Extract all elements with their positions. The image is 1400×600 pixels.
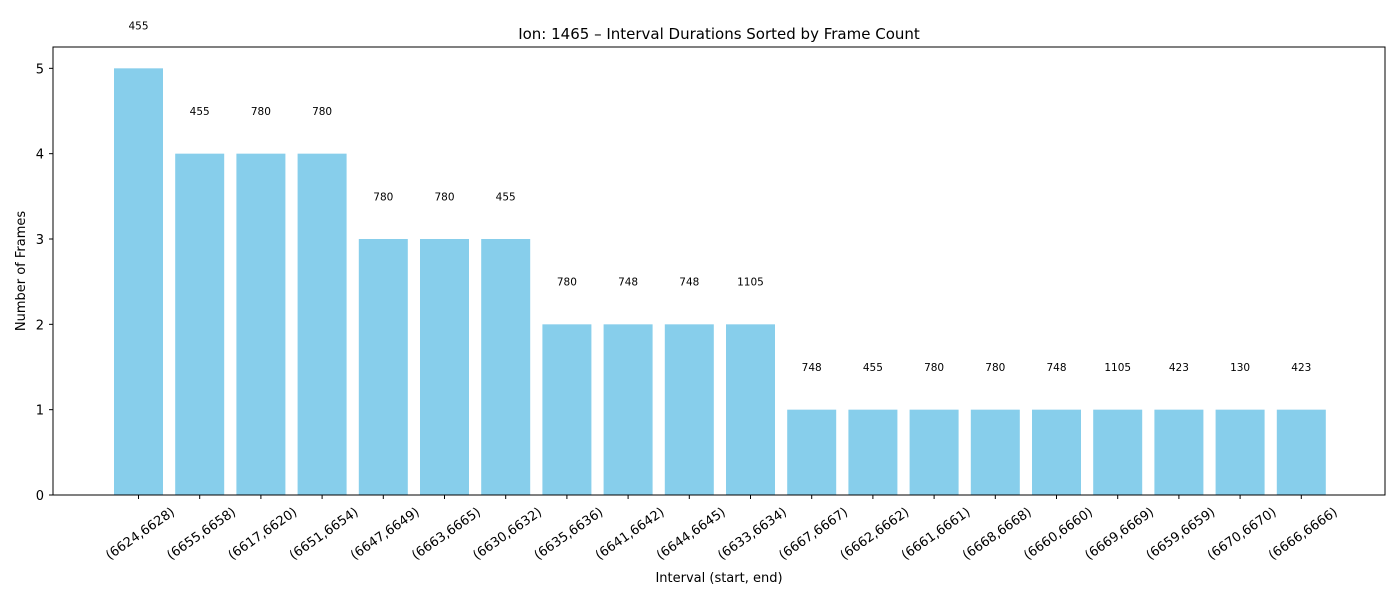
bar-value-label: 1105 [737,277,764,289]
bar [175,153,225,495]
bar [114,68,163,495]
y-tick-label: 1 [36,404,44,419]
y-axis-label: Number of Frames [14,211,29,332]
y-tick-label: 0 [36,489,44,504]
bar-value-label: 455 [128,21,148,33]
bar-value-label: 423 [1291,362,1311,374]
bar [664,324,714,495]
bar [970,409,1020,495]
bar [542,324,592,495]
bar [603,324,653,495]
bar-value-label: 748 [1046,362,1066,374]
bar [297,153,347,495]
bar-value-label: 780 [557,277,577,289]
bar [909,409,959,495]
bar-value-label: 780 [434,191,454,203]
bars-group [114,68,1326,495]
bar-value-label: 130 [1230,362,1250,374]
bar [1215,409,1265,495]
bar-value-label: 455 [496,191,516,203]
bar [420,239,469,495]
bar-value-label: 455 [863,362,883,374]
plot-frame [52,46,1386,496]
x-axis-label: Interval (start, end) [655,571,782,586]
bar [481,239,531,495]
bar [1154,409,1204,495]
bar-value-label: 455 [190,106,210,118]
bar-labels-group: 455 455 780 780 780 780 455 780 748 748 1105 748 455… [128,21,1311,374]
bar [726,324,775,495]
y-tick-label: 4 [36,148,44,163]
bar [1276,409,1326,495]
bar-value-label: 780 [924,362,944,374]
bar [787,409,837,495]
bar-value-label: 1105 [1104,362,1131,374]
bar-value-label: 780 [251,106,271,118]
bar [236,153,286,495]
bar-value-label: 423 [1169,362,1189,374]
y-axis: 0 1 2 3 4 5 [36,62,53,504]
bar-value-label: 780 [373,191,393,203]
chart-title: Ion: 1465 – Interval Durations Sorted by… [518,25,920,43]
y-tick-label: 5 [36,62,44,77]
bar [1032,409,1081,495]
bar [358,239,408,495]
bar-value-label: 748 [618,277,638,289]
bar-value-label: 780 [312,106,332,118]
bar-value-label: 748 [802,362,822,374]
bar [1093,409,1143,495]
bar [848,409,898,495]
bar-value-label: 780 [985,362,1005,374]
y-tick-label: 2 [36,318,44,333]
bar-value-label: 748 [679,277,699,289]
y-tick-label: 3 [36,233,44,248]
